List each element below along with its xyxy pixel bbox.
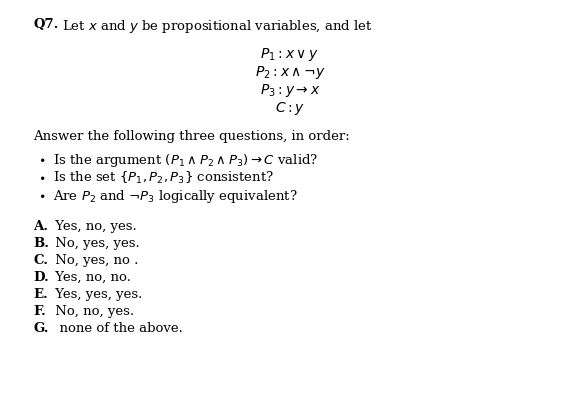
Text: $\bullet$: $\bullet$	[38, 152, 45, 165]
Text: $\bullet$: $\bullet$	[38, 188, 45, 201]
Text: Are $P_2$ and $\neg P_3$ logically equivalent?: Are $P_2$ and $\neg P_3$ logically equiv…	[53, 188, 298, 205]
Text: Is the set $\{P_1, P_2, P_3\}$ consistent?: Is the set $\{P_1, P_2, P_3\}$ consisten…	[53, 170, 274, 186]
Text: Let $x$ and $y$ be propositional variables, and let: Let $x$ and $y$ be propositional variabl…	[62, 18, 373, 35]
Text: Yes, yes, yes.: Yes, yes, yes.	[51, 288, 142, 301]
Text: No, yes, no .: No, yes, no .	[51, 254, 138, 267]
Text: none of the above.: none of the above.	[51, 322, 183, 335]
Text: A.: A.	[33, 220, 48, 233]
Text: Q7.: Q7.	[33, 18, 58, 31]
Text: $\bullet$: $\bullet$	[38, 170, 45, 183]
Text: D.: D.	[33, 271, 49, 284]
Text: Is the argument $(P_1 \wedge P_2 \wedge P_3) \rightarrow C$ valid?: Is the argument $(P_1 \wedge P_2 \wedge …	[53, 152, 318, 169]
Text: No, yes, yes.: No, yes, yes.	[51, 237, 139, 250]
Text: Yes, no, yes.: Yes, no, yes.	[51, 220, 137, 233]
Text: E.: E.	[33, 288, 48, 301]
Text: B.: B.	[33, 237, 49, 250]
Text: No, no, yes.: No, no, yes.	[51, 305, 134, 318]
Text: C.: C.	[33, 254, 48, 267]
Text: $P_1 : x \vee y$: $P_1 : x \vee y$	[260, 46, 320, 63]
Text: Answer the following three questions, in order:: Answer the following three questions, in…	[33, 130, 350, 143]
Text: F.: F.	[33, 305, 46, 318]
Text: $P_3 : y \rightarrow x$: $P_3 : y \rightarrow x$	[260, 82, 320, 99]
Text: $C : y$: $C : y$	[275, 100, 305, 117]
Text: $P_2 : x \wedge \neg y$: $P_2 : x \wedge \neg y$	[255, 64, 325, 81]
Text: G.: G.	[33, 322, 49, 335]
Text: Yes, no, no.: Yes, no, no.	[51, 271, 131, 284]
